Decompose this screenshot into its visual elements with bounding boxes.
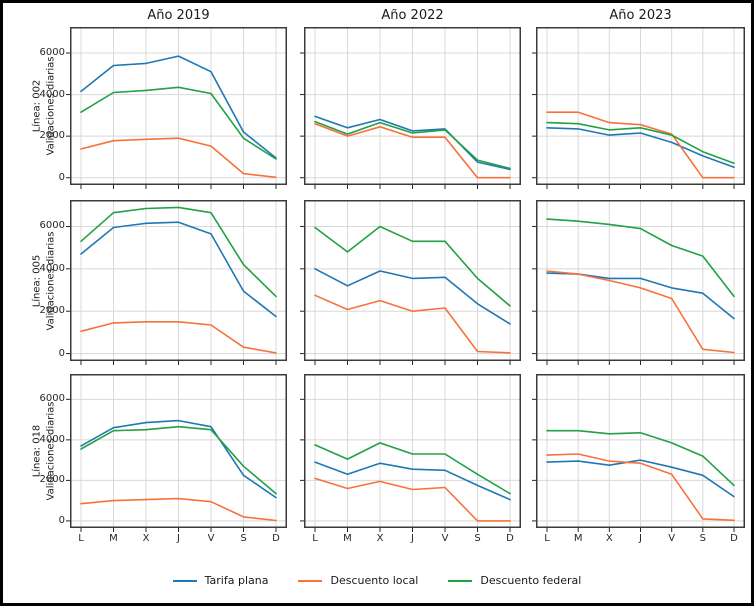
subplot-linea-002-ano-2019 xyxy=(66,27,287,189)
xtick-label-x: X xyxy=(142,533,150,544)
line-tarifa-plana xyxy=(80,55,277,159)
line-tarifa-plana xyxy=(546,127,735,169)
axes-frame xyxy=(536,27,745,185)
axes-frame xyxy=(70,200,287,361)
subplot-linea-018-ano-2022 xyxy=(300,374,521,532)
line-tarifa-plana xyxy=(314,268,511,325)
legend-label-descuento-local: Descuento local xyxy=(330,574,419,587)
ytick-label-0: 0 xyxy=(58,347,65,359)
legend-label-tarifa-plana: Tarifa plana xyxy=(204,574,269,587)
xtick-label-v: V xyxy=(207,533,215,544)
ytick-label-4000: 4000 xyxy=(39,88,65,100)
subplot-linea-005-ano-2019 xyxy=(66,200,287,365)
xtick-label-x: X xyxy=(376,533,384,544)
facet-title-ano-2022: Año 2022 xyxy=(381,8,444,23)
line-descuento-local xyxy=(314,294,511,354)
xtick-label-d: D xyxy=(506,533,514,544)
subplot-linea-005-ano-2022 xyxy=(300,200,521,365)
legend-item-descuento-local: Descuento local xyxy=(298,574,418,587)
legend-swatch-descuento-federal xyxy=(448,579,473,582)
xtick-label-d: D xyxy=(730,533,738,544)
axes-frame xyxy=(304,200,521,361)
line-descuento-local xyxy=(314,477,511,522)
axes-frame xyxy=(536,200,745,361)
line-descuento-local xyxy=(546,270,735,354)
xtick-label-x: X xyxy=(605,533,613,544)
xtick-label-m: M xyxy=(109,533,118,544)
line-descuento-federal xyxy=(314,120,511,170)
ytick-label-0: 0 xyxy=(58,514,65,526)
facet-title-ano-2023: Año 2023 xyxy=(609,8,672,23)
ytick-label-2000: 2000 xyxy=(39,130,65,142)
xtick-label-s: S xyxy=(474,533,481,544)
line-descuento-local xyxy=(80,497,277,522)
subplot-linea-018-ano-2023 xyxy=(532,374,745,532)
xtick-label-l: L xyxy=(78,533,84,544)
line-descuento-federal xyxy=(546,429,735,487)
row-label-linea-018: Línea: 018 Validaciones diarias xyxy=(31,402,58,501)
line-descuento-federal xyxy=(546,121,735,164)
line-tarifa-plana xyxy=(546,459,735,498)
xtick-label-j: J xyxy=(639,533,642,544)
xtick-label-j: J xyxy=(177,533,180,544)
axes-frame xyxy=(304,27,521,185)
line-tarifa-plana xyxy=(314,115,511,171)
xtick-label-s: S xyxy=(699,533,706,544)
xtick-label-d: D xyxy=(272,533,280,544)
axes-frame xyxy=(70,27,287,185)
xtick-label-s: S xyxy=(240,533,247,544)
line-descuento-federal xyxy=(80,206,277,298)
ytick-label-6000: 6000 xyxy=(39,220,65,232)
legend: Tarifa plana Descuento local Descuento fed… xyxy=(3,574,751,587)
ytick-label-2000: 2000 xyxy=(39,305,65,317)
legend-swatch-descuento-local xyxy=(298,579,323,582)
ytick-label-0: 0 xyxy=(58,171,65,183)
line-descuento-local xyxy=(546,453,735,522)
ytick-label-4000: 4000 xyxy=(39,262,65,274)
line-descuento-local xyxy=(546,111,735,179)
subplot-linea-002-ano-2023 xyxy=(532,27,745,189)
line-tarifa-plana xyxy=(80,419,277,499)
row-label-line-id: Línea: 018 xyxy=(31,424,43,478)
line-descuento-local xyxy=(314,122,511,179)
line-descuento-local xyxy=(80,321,277,354)
line-descuento-local xyxy=(80,137,277,179)
line-descuento-federal xyxy=(546,218,735,298)
ytick-label-2000: 2000 xyxy=(39,474,65,486)
xtick-label-m: M xyxy=(573,533,583,544)
xtick-label-l: L xyxy=(312,533,318,544)
legend-item-tarifa-plana: Tarifa plana xyxy=(172,574,269,587)
subplot-linea-018-ano-2019 xyxy=(66,374,287,532)
ytick-label-4000: 4000 xyxy=(39,433,65,445)
facet-title-ano-2019: Año 2019 xyxy=(147,8,210,23)
line-descuento-federal xyxy=(80,86,277,160)
row-label-axis-title: Validaciones diarias xyxy=(45,401,56,501)
xtick-label-j: J xyxy=(411,533,414,544)
legend-swatch-tarifa-plana xyxy=(172,579,197,582)
axes-frame xyxy=(70,374,287,528)
xtick-label-l: L xyxy=(544,533,550,544)
subplot-linea-005-ano-2023 xyxy=(532,200,745,365)
line-descuento-federal xyxy=(314,225,511,307)
legend-label-descuento-federal: Descuento federal xyxy=(480,574,582,587)
ytick-label-6000: 6000 xyxy=(39,393,65,405)
ytick-label-6000: 6000 xyxy=(39,46,65,58)
line-tarifa-plana xyxy=(80,221,277,318)
subplot-linea-002-ano-2022 xyxy=(300,27,521,189)
xtick-label-v: V xyxy=(668,533,676,544)
xtick-label-m: M xyxy=(343,533,352,544)
xtick-label-v: V xyxy=(441,533,449,544)
axes-frame xyxy=(536,374,745,528)
line-descuento-federal xyxy=(80,425,277,495)
line-descuento-federal xyxy=(314,442,511,495)
axes-frame xyxy=(304,374,521,528)
line-tarifa-plana xyxy=(314,461,511,501)
legend-item-descuento-federal: Descuento federal xyxy=(448,574,581,587)
